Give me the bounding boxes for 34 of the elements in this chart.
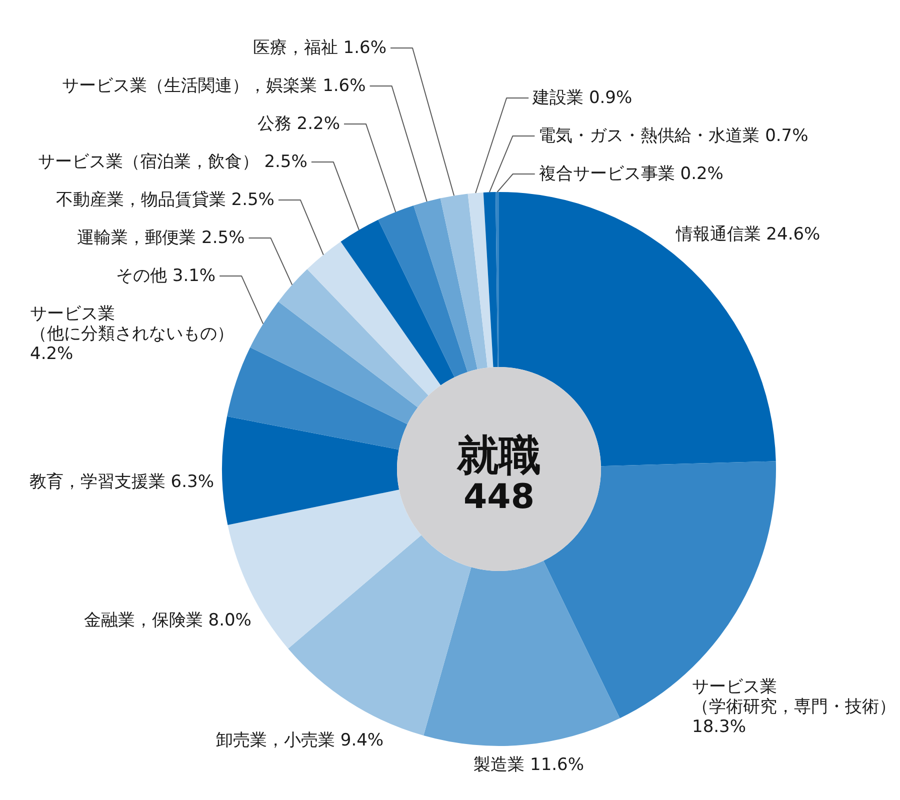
slice-label: サービス業（生活関連），娯楽業 1.6% [62, 76, 366, 96]
slice-label: 医療，福祉 1.6% [252, 38, 387, 58]
slice-label: 電気・ガス・熱供給・水道業 0.7% [538, 126, 808, 146]
slice-label: サービス業（宿泊業，飲食） 2.5% [38, 152, 308, 172]
donut-slice [227, 347, 408, 450]
donut-slice [307, 242, 441, 396]
slice-label: 金融業，保険業 8.0% [84, 610, 252, 631]
donut-slice [222, 416, 400, 526]
donut-slice [340, 220, 454, 386]
slice-label: サービス業（学術研究，専門・技術） [692, 676, 896, 717]
slice-label: 卸売業，小売業 9.4% [216, 730, 384, 750]
text: 就職 [456, 430, 541, 480]
slice-label: 情報通信業 24.6% [674, 224, 820, 244]
slice-label: 教育，学習支援業 6.3% [29, 472, 214, 492]
slice-label: 複合サービス事業 0.2% [538, 164, 724, 184]
donut-slice [250, 302, 418, 424]
slice-label: 製造業 11.6% [474, 754, 584, 775]
donut-slice [544, 461, 776, 718]
donut-slice [278, 269, 428, 408]
donut-slice [424, 560, 620, 746]
donut-slice [440, 194, 488, 370]
donut-slice [468, 192, 494, 368]
donut-slice [414, 198, 478, 372]
slice-label: 不動産業，物品賃貸業 2.5% [56, 190, 274, 210]
slice-label: その他 3.1% [116, 266, 216, 286]
slice-label: サービス業（他に分類されないもの） [30, 304, 234, 344]
data-label: 4.2% [30, 344, 74, 364]
data-label: 18.3% [692, 716, 746, 737]
slice-label: 公務 2.2% [257, 114, 340, 134]
donut-slice [496, 192, 499, 368]
donut-slice [378, 206, 468, 378]
slice-label: 建設業 0.9% [532, 88, 632, 108]
text: 448 [464, 477, 534, 517]
slice-label: 運輸業，郵便業 2.5% [77, 228, 245, 248]
